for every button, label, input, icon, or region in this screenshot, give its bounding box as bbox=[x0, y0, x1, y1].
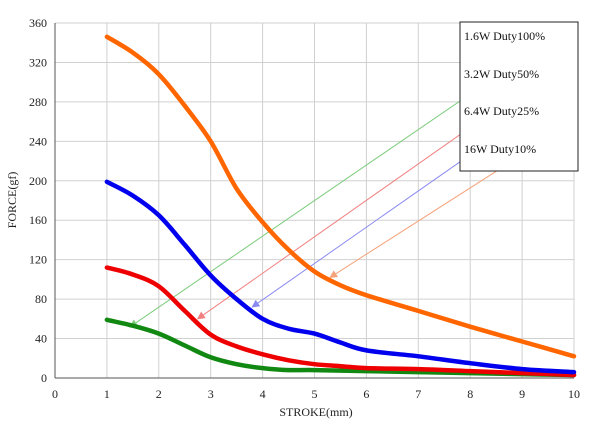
y-tick-label: 280 bbox=[29, 95, 47, 109]
legend-entry: 1.6W Duty100% bbox=[464, 29, 545, 43]
x-tick-label: 1 bbox=[104, 387, 110, 401]
legend-entry: 6.4W Duty25% bbox=[464, 104, 539, 118]
y-tick-label: 160 bbox=[29, 213, 47, 227]
legend: 1.6W Duty100% 3.2W Duty50% 6.4W Duty25% … bbox=[459, 21, 579, 172]
x-tick-label: 7 bbox=[415, 387, 421, 401]
y-tick-label: 240 bbox=[29, 134, 47, 148]
y-tick-label: 0 bbox=[41, 371, 47, 385]
y-tick-label: 320 bbox=[29, 55, 47, 69]
x-tick-label: 4 bbox=[260, 387, 266, 401]
x-tick-label: 6 bbox=[363, 387, 369, 401]
x-tick-label: 10 bbox=[568, 387, 580, 401]
series-lines bbox=[104, 34, 577, 378]
x-axis-title: STROKE(mm) bbox=[279, 405, 352, 419]
x-tick-label: 0 bbox=[52, 387, 58, 401]
legend-box bbox=[459, 21, 579, 172]
x-tick-label: 8 bbox=[467, 387, 473, 401]
y-tick-labels: 0 40 80 120 160 200 240 280 320 360 bbox=[29, 16, 47, 385]
grid bbox=[55, 22, 575, 378]
legend-entry: 16W Duty10% bbox=[464, 142, 536, 156]
y-tick-label: 360 bbox=[29, 16, 47, 30]
y-tick-label: 80 bbox=[35, 292, 47, 306]
y-tick-label: 120 bbox=[29, 253, 47, 267]
x-tick-label: 3 bbox=[208, 387, 214, 401]
x-tick-label: 9 bbox=[519, 387, 525, 401]
y-tick-label: 200 bbox=[29, 174, 47, 188]
legend-entry: 3.2W Duty50% bbox=[464, 67, 539, 81]
y-tick-label: 40 bbox=[35, 332, 47, 346]
x-tick-labels: 0 1 2 3 4 5 6 7 8 9 10 bbox=[52, 387, 580, 401]
series-line bbox=[104, 179, 577, 375]
x-tick-label: 5 bbox=[312, 387, 318, 401]
x-tick-label: 2 bbox=[156, 387, 162, 401]
y-axis-title: FORCE(gf) bbox=[5, 172, 19, 229]
series-line bbox=[104, 34, 577, 359]
axes bbox=[54, 23, 574, 379]
series-line bbox=[104, 265, 577, 378]
